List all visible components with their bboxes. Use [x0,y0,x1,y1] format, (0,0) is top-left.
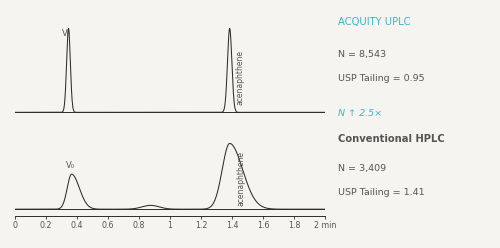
Text: N = 3,409: N = 3,409 [338,164,386,173]
Text: USP Tailing = 0.95: USP Tailing = 0.95 [338,74,424,83]
Text: N ↑ 2.5×: N ↑ 2.5× [338,109,382,118]
Text: N = 8,543: N = 8,543 [338,50,386,59]
Text: Conventional HPLC: Conventional HPLC [338,134,444,144]
Text: V₀: V₀ [62,30,72,38]
Text: ACQUITY UPLC: ACQUITY UPLC [338,17,410,27]
Text: USP Tailing = 1.41: USP Tailing = 1.41 [338,188,424,197]
Text: V₀: V₀ [66,161,74,170]
Text: acenaphthene: acenaphthene [236,151,246,206]
Text: acenaphthene: acenaphthene [235,50,244,105]
